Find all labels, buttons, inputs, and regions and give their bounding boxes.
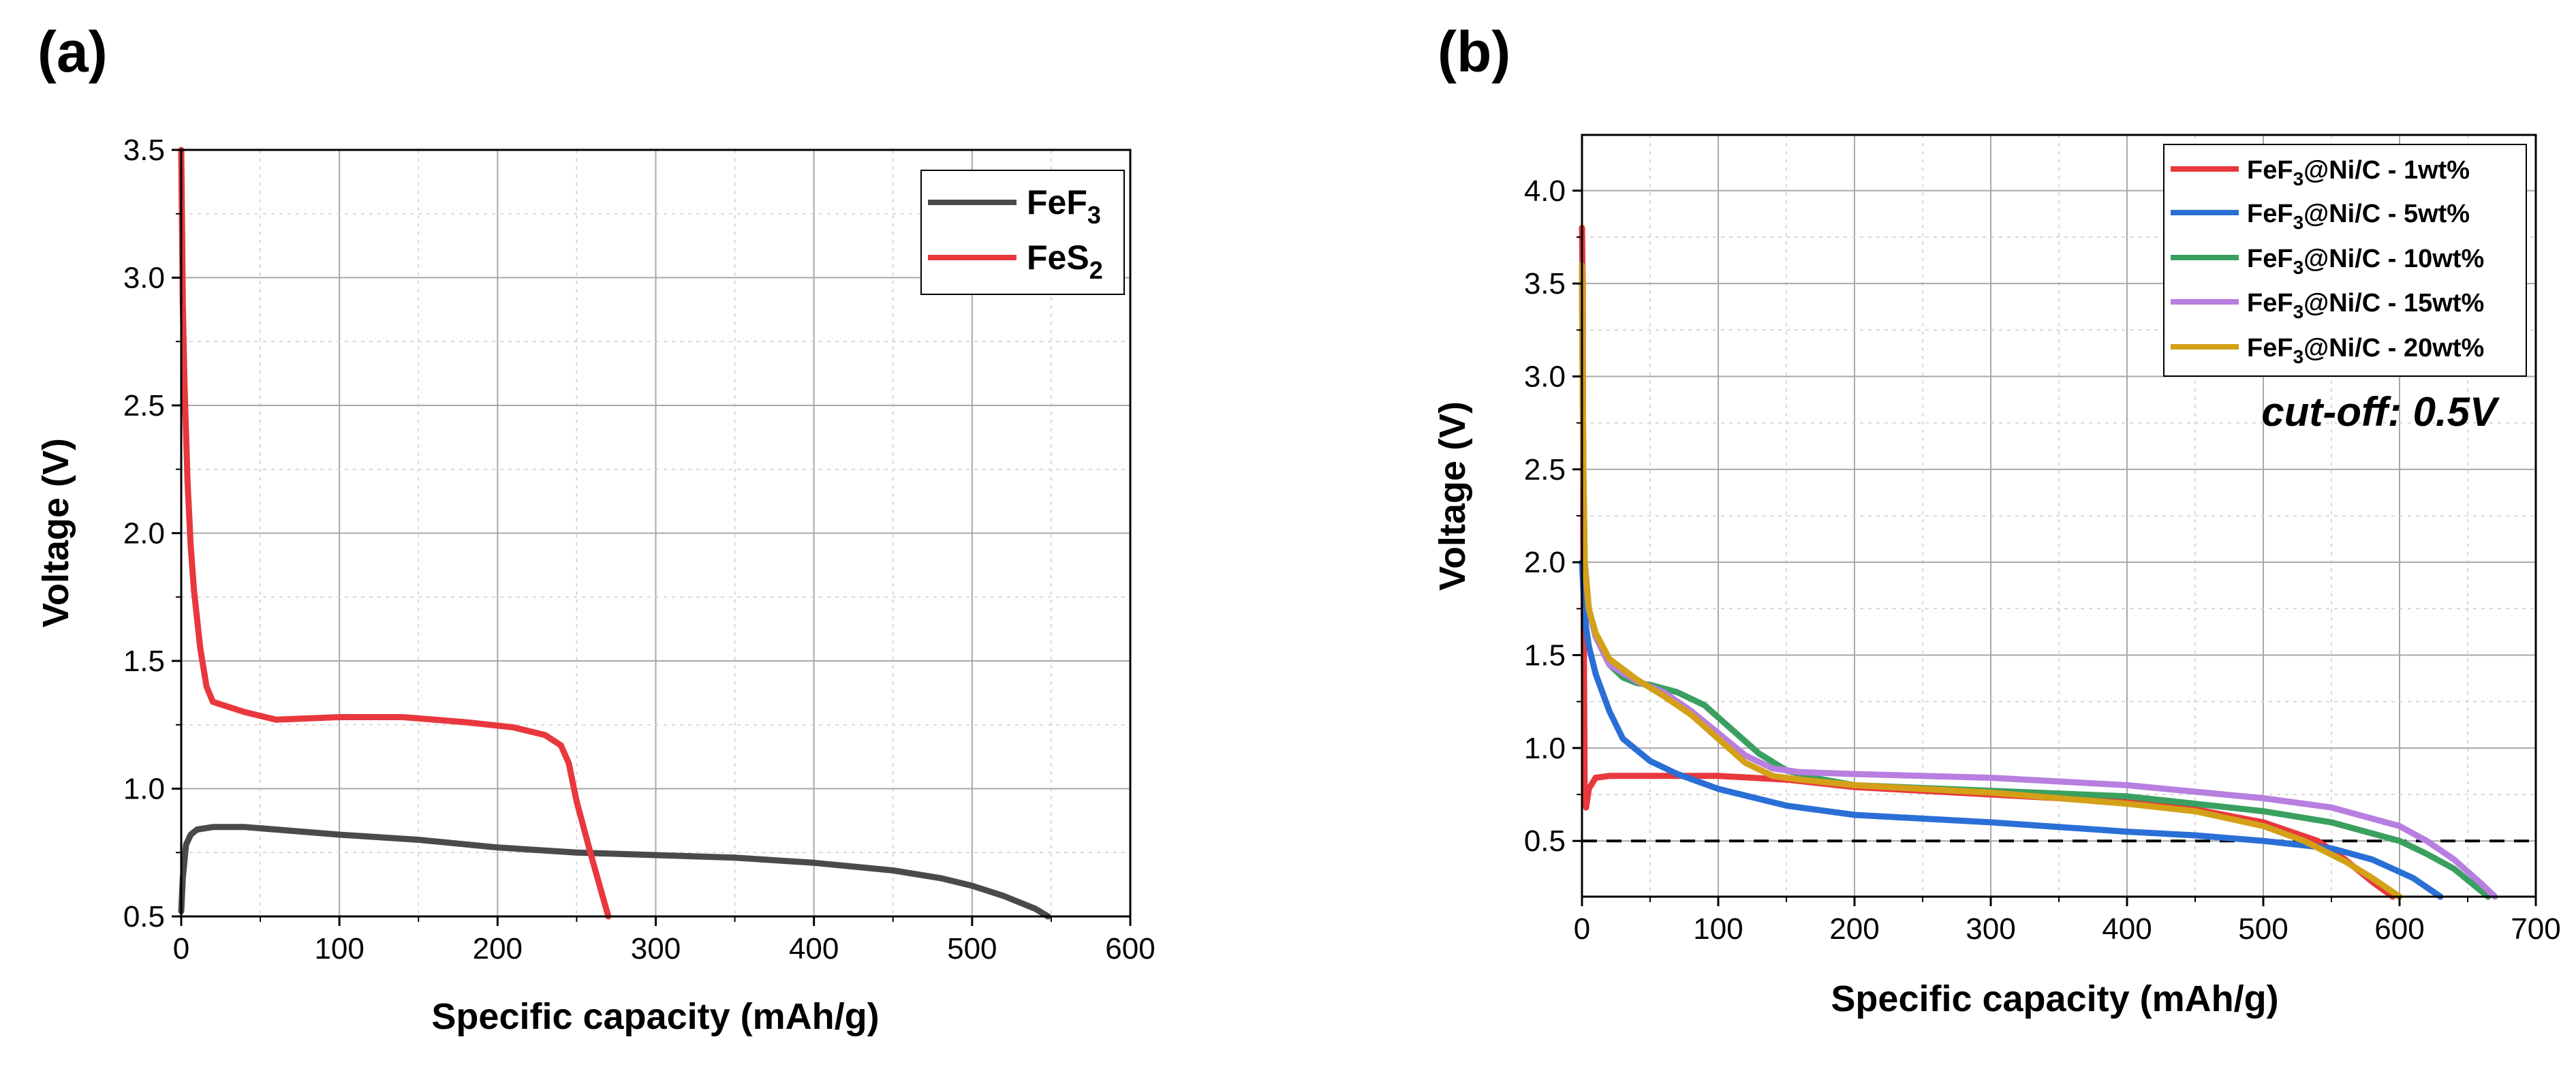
panel-b-ytick-label: 2.5 (1524, 453, 1566, 486)
panel-b-series (1579, 224, 2498, 900)
legend-a-label-fef3: FeF3 (1027, 183, 1101, 229)
panel-b-ytick-label: 3.0 (1524, 360, 1566, 393)
panel-b-ytick-label: 1.0 (1524, 732, 1566, 765)
panel-a-label: (a) (37, 20, 108, 84)
panel-b-xtick-label: 100 (1693, 912, 1743, 946)
panel-b-xtick-label: 300 (1966, 912, 2015, 946)
panel-a-ticks: 0 100 200 300 400 500 600 0.5 1.0 1.5 2.0 2.5 3.0 3.5 (123, 134, 1155, 965)
panel-a-xtick-label: 100 (314, 932, 364, 965)
panel-b-xtick-label: 200 (1829, 912, 1879, 946)
panel-a-xtick-label: 200 (473, 932, 523, 965)
legend-b-label-1wt: FeF3@Ni/C - 1wt% (2247, 156, 2470, 189)
panel-a-ytick-label: 2.0 (123, 517, 165, 551)
panel-a-ytick-label: 3.0 (123, 262, 165, 295)
panel-a-ytick-label: 3.5 (123, 134, 165, 167)
panel-a-series (178, 146, 1051, 920)
panel-b-ytick-label: 2.0 (1524, 546, 1566, 579)
panel-b-xtick-label: 600 (2374, 912, 2424, 946)
panel-b: (b) 0 100 200 300 400 500 600 700 0.5 1.0 1.5 2.0 2.… (1432, 20, 2561, 1019)
panel-a-series-fef3 (178, 824, 1051, 920)
cutoff-annotation: cut-off: 0.5V (2261, 389, 2500, 435)
panel-a-series-fes2 (178, 146, 612, 920)
panel-b-ytick-label: 1.5 (1524, 639, 1566, 672)
panel-b-xtick-label: 500 (2238, 912, 2288, 946)
panel-b-y-axis-title: Voltage (V) (1432, 401, 1473, 591)
legend-b-label-20wt: FeF3@Ni/C - 20wt% (2247, 334, 2484, 367)
panel-b-ticks: 0 100 200 300 400 500 600 700 0.5 1.0 1.5 2.0 2.5 3.0… (1524, 174, 2561, 946)
panel-a-y-axis-title: Voltage (V) (35, 438, 76, 628)
panel-a-xtick-label: 500 (947, 932, 997, 965)
panel-a-legend-box (920, 170, 1125, 295)
panel-a-xtick-label: 600 (1105, 932, 1155, 965)
panel-b-x-axis-title: Specific capacity (mAh/g) (1831, 978, 2278, 1019)
panel-a-grid (181, 150, 1130, 916)
panel-b-ytick-label: 3.5 (1524, 267, 1566, 300)
panel-b-xtick-label: 400 (2102, 912, 2152, 946)
panel-a-ytick-label: 1.5 (123, 645, 165, 678)
panel-b-series-fef3-ni-c-20wt (1579, 262, 2403, 900)
panel-a-ytick-label: 0.5 (123, 900, 165, 933)
legend-b-label-10wt: FeF3@Ni/C - 10wt% (2247, 245, 2484, 278)
panel-a: (a) 0 100 200 300 400 500 600 0.5 1.0 1.5 2.0 2.5 3.… (35, 20, 1155, 1037)
legend-b-label-5wt: FeF3@Ni/C - 5wt% (2247, 200, 2470, 233)
panel-a-legend: FeF3 FeS2 (920, 170, 1125, 295)
panel-a-ytick-label: 1.0 (123, 773, 165, 806)
legend-b-label-15wt: FeF3@Ni/C - 15wt% (2247, 289, 2484, 322)
panel-a-ytick-label: 2.5 (123, 389, 165, 422)
panel-a-x-axis-title: Specific capacity (mAh/g) (431, 996, 879, 1037)
panel-b-ytick-label: 4.0 (1524, 174, 1566, 208)
panel-b-xtick-label: 0 (1574, 912, 1590, 946)
panel-a-xtick-label: 400 (789, 932, 839, 965)
panel-b-xtick-label: 700 (2511, 912, 2560, 946)
legend-a-label-fes2: FeS2 (1027, 238, 1103, 284)
panel-b-legend: FeF3@Ni/C - 1wt% FeF3@Ni/C - 5wt% FeF3@N… (2163, 144, 2527, 377)
panel-b-label: (b) (1438, 20, 1510, 84)
panel-a-xtick-label: 0 (173, 932, 189, 965)
panel-a-xtick-label: 300 (631, 932, 681, 965)
panel-b-ytick-label: 0.5 (1524, 824, 1566, 858)
